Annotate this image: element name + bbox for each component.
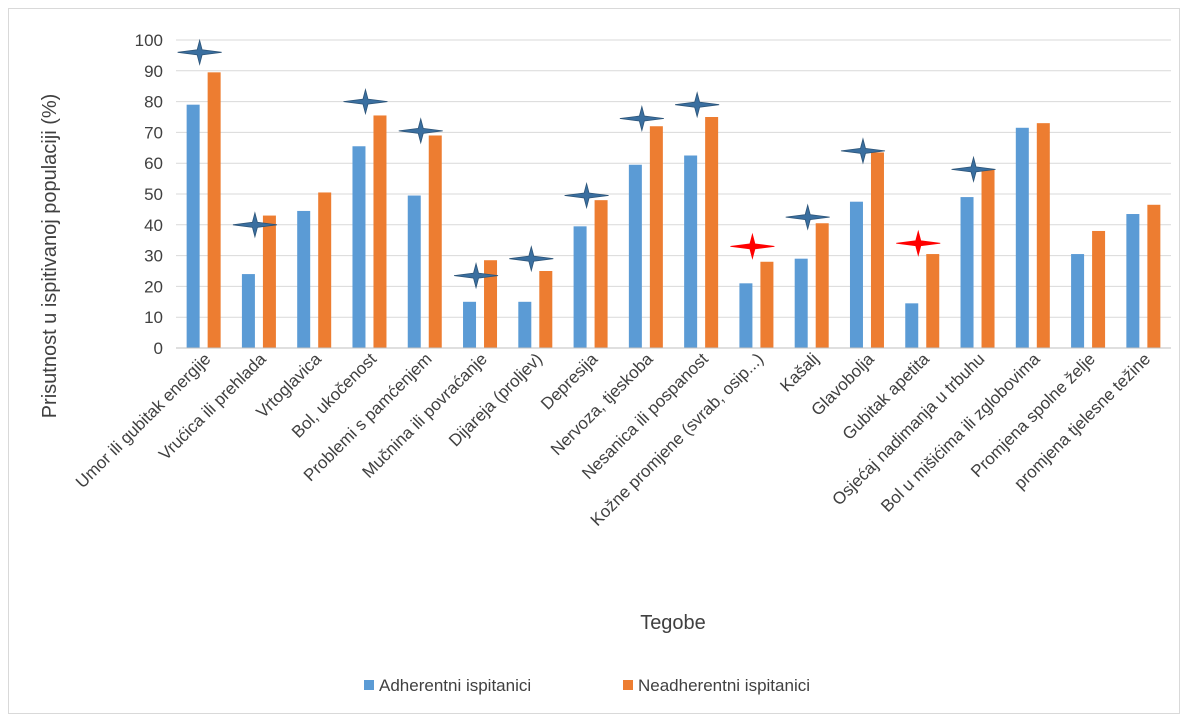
bar-neadherentni-4 xyxy=(428,135,442,348)
y-axis-ticks: 0 10 20 30 40 50 60 70 80 90 100 xyxy=(135,31,163,358)
bar-adherentni-11 xyxy=(794,258,808,348)
bar-neadherentni-12 xyxy=(870,152,884,348)
bar-adherentni-4 xyxy=(407,195,421,348)
star-marker-11 xyxy=(840,137,886,165)
bar-adherentni-13 xyxy=(905,303,919,348)
star-marker-6 xyxy=(564,181,609,210)
legend: Adherentni ispitanici Neadherentni ispit… xyxy=(364,676,810,695)
x-category-label-6: Dijareja (proljev) xyxy=(445,349,546,450)
bar-adherentni-6 xyxy=(518,301,532,348)
bar-neadherentni-7 xyxy=(594,200,608,348)
bar-adherentni-15 xyxy=(1015,127,1029,348)
star-marker-3 xyxy=(398,117,443,145)
y-tick-label-80: 80 xyxy=(144,93,163,112)
star-marker-9 xyxy=(730,232,775,260)
bar-adherentni-8 xyxy=(628,164,642,348)
bar-adherentni-7 xyxy=(573,226,587,348)
star-marker-1 xyxy=(232,211,277,239)
legend-swatch-adherentni xyxy=(364,680,374,690)
bar-adherentni-12 xyxy=(849,201,863,348)
star-marker-5 xyxy=(509,245,554,273)
bar-adherentni-9 xyxy=(684,155,698,348)
y-tick-label-100: 100 xyxy=(135,31,163,50)
legend-label-neadherentni: Neadherentni ispitanici xyxy=(638,676,810,695)
bar-neadherentni-5 xyxy=(484,260,498,348)
bar-adherentni-16 xyxy=(1071,254,1085,348)
bar-adherentni-3 xyxy=(352,146,366,348)
bar-adherentni-2 xyxy=(297,210,311,348)
bar-adherentni-14 xyxy=(960,197,974,348)
x-category-label-11: Kašalj xyxy=(776,349,822,395)
bar-neadherentni-2 xyxy=(318,192,332,348)
y-axis-title: Prisutnost u ispitivanoj populaciji (%) xyxy=(39,94,61,419)
bar-neadherentni-9 xyxy=(705,117,719,348)
star-marker-12 xyxy=(896,229,941,257)
significance-markers xyxy=(177,38,996,290)
y-tick-label-90: 90 xyxy=(144,62,163,81)
bar-neadherentni-1 xyxy=(262,215,276,348)
bar-neadherentni-15 xyxy=(1036,123,1050,348)
y-tick-label-0: 0 xyxy=(154,339,163,358)
bar-neadherentni-17 xyxy=(1147,204,1161,348)
x-axis-title: Tegobe xyxy=(640,612,706,634)
y-tick-label-50: 50 xyxy=(144,185,163,204)
bar-neadherentni-13 xyxy=(926,254,940,348)
y-tick-label-70: 70 xyxy=(144,123,163,142)
bar-neadherentni-6 xyxy=(539,271,553,348)
bar-neadherentni-3 xyxy=(373,115,387,349)
bar-chart: 0 10 20 30 40 50 60 70 80 90 100 Umor ili gubitak … xyxy=(39,31,1171,695)
gridlines xyxy=(176,39,1171,318)
y-tick-label-30: 30 xyxy=(144,247,163,266)
star-marker-10 xyxy=(785,203,830,231)
x-category-label-8: Nervoza, tjeskoba xyxy=(547,349,657,459)
bar-adherentni-5 xyxy=(463,301,477,348)
bar-neadherentni-10 xyxy=(760,261,774,348)
y-tick-label-60: 60 xyxy=(144,154,163,173)
chart-frame: 0 10 20 30 40 50 60 70 80 90 100 Umor ili gubitak … xyxy=(8,8,1180,714)
bar-adherentni-17 xyxy=(1126,214,1140,348)
bar-neadherentni-14 xyxy=(981,169,995,348)
bar-neadherentni-8 xyxy=(649,126,663,349)
bar-neadherentni-16 xyxy=(1092,230,1106,348)
legend-swatch-neadherentni xyxy=(623,680,633,690)
bar-adherentni-1 xyxy=(241,274,255,348)
y-tick-label-20: 20 xyxy=(144,277,163,296)
star-marker-8 xyxy=(675,91,720,119)
bar-adherentni-10 xyxy=(739,283,753,348)
x-category-label-1: Vrućica ili prehlada xyxy=(155,349,270,464)
legend-label-adherentni: Adherentni ispitanici xyxy=(379,676,531,695)
bar-neadherentni-0 xyxy=(207,72,221,348)
bars xyxy=(186,72,1161,349)
star-marker-7 xyxy=(619,104,664,133)
bar-neadherentni-11 xyxy=(815,223,829,348)
y-tick-label-40: 40 xyxy=(144,216,163,235)
bar-adherentni-0 xyxy=(186,104,200,349)
star-marker-0 xyxy=(177,38,222,66)
star-marker-2 xyxy=(343,88,388,116)
star-marker-4 xyxy=(453,262,499,290)
star-marker-13 xyxy=(951,155,996,183)
y-tick-label-10: 10 xyxy=(144,308,163,327)
